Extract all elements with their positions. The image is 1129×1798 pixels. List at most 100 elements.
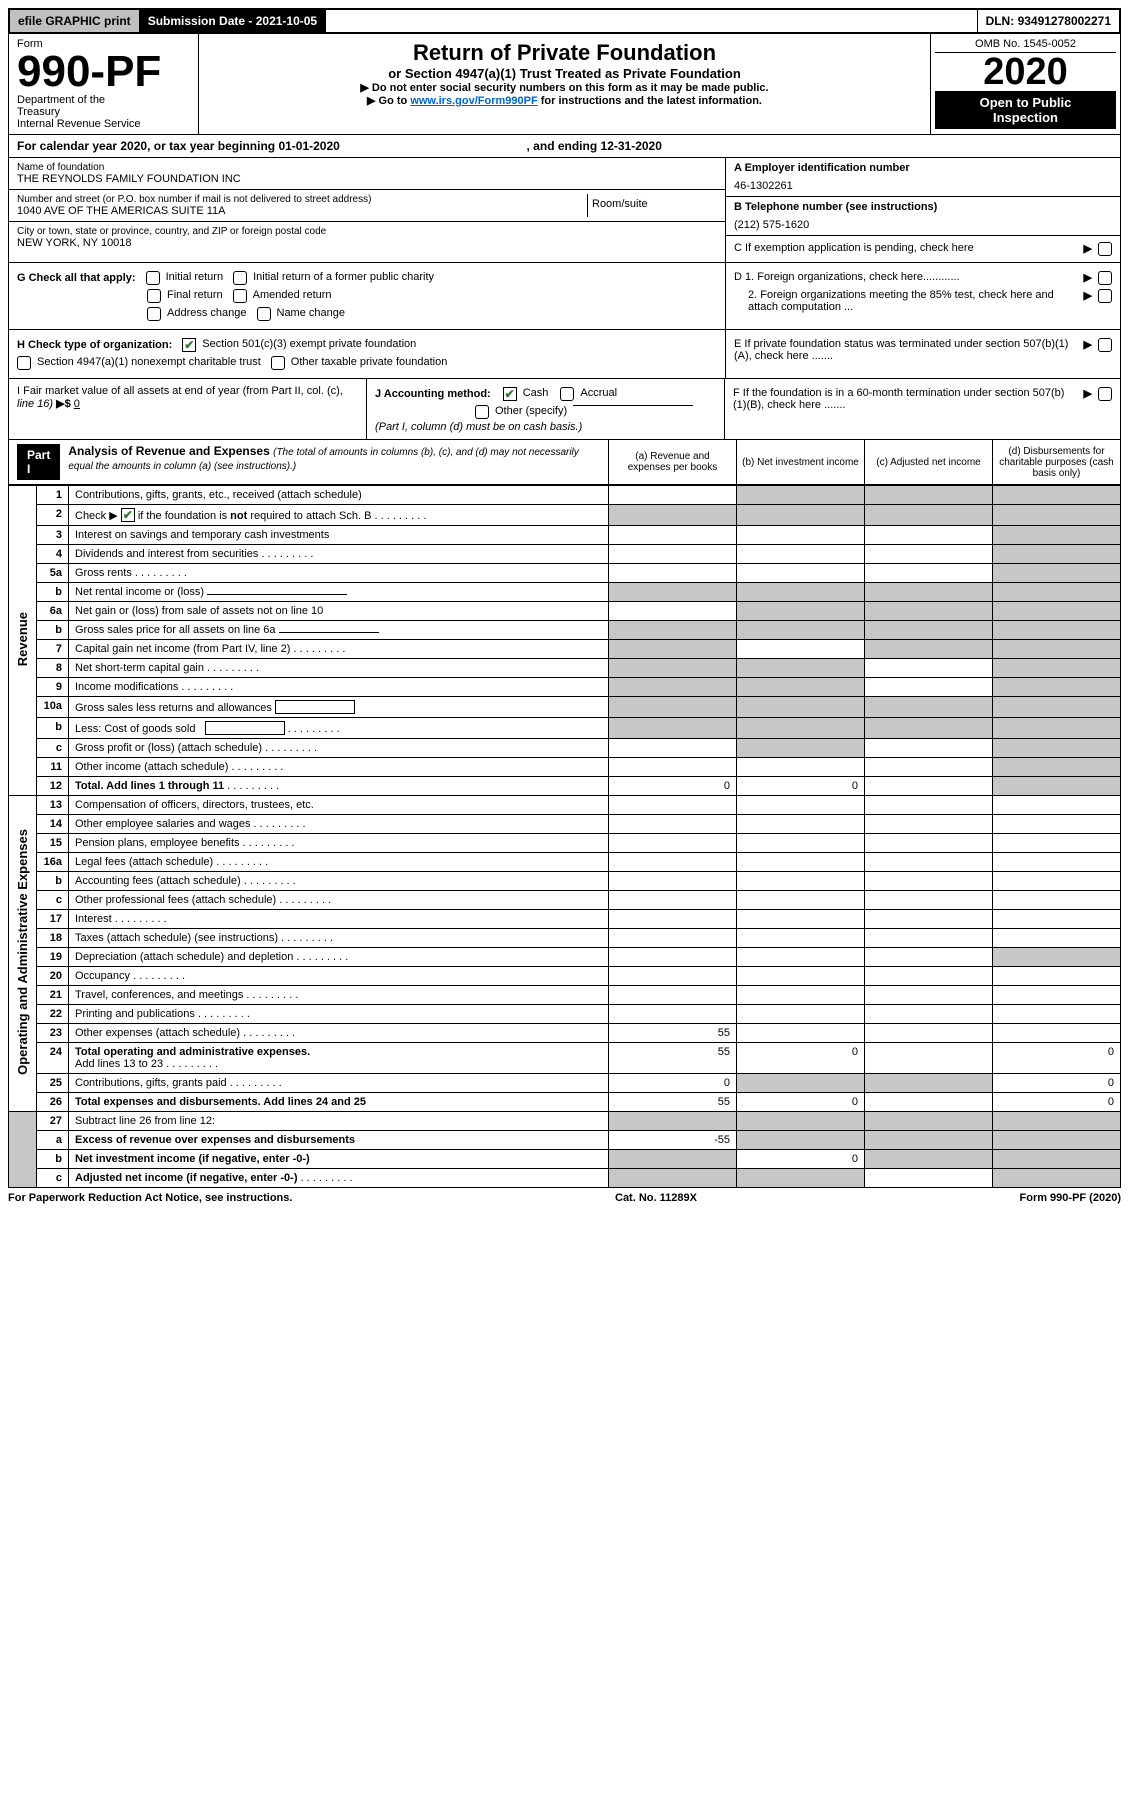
g-initial-chk[interactable] (146, 271, 160, 285)
g-name-chk[interactable] (257, 307, 271, 321)
line-2: Check ▶ if the foundation is not require… (69, 505, 609, 526)
v-27b: 0 (737, 1150, 865, 1169)
b-label: B Telephone number (see instructions) (734, 201, 937, 213)
header-left: Form 990-PF Department of the Treasury I… (9, 34, 199, 134)
part1-header-row: Part I Analysis of Revenue and Expenses … (8, 440, 1121, 485)
addr-box: Number and street (or P.O. box number if… (9, 190, 725, 222)
dept2: Treasury (17, 106, 190, 118)
h-other-chk[interactable] (271, 356, 285, 370)
col-a-head: (a) Revenue and expenses per books (608, 440, 736, 484)
g-final-chk[interactable] (147, 289, 161, 303)
d1-label: D 1. Foreign organizations, check here..… (734, 271, 960, 283)
g-initial-pub-chk[interactable] (233, 271, 247, 285)
d1-chk[interactable] (1098, 271, 1112, 285)
line-14: Other employee salaries and wages (69, 815, 609, 834)
i-section: I Fair market value of all assets at end… (9, 379, 367, 439)
line-10a: Gross sales less returns and allowances (69, 697, 609, 718)
g-addr-chk[interactable] (147, 307, 161, 321)
j-section: J Accounting method: Cash Accrual Other … (367, 379, 725, 439)
v-26d: 0 (993, 1093, 1121, 1112)
line-27c: Adjusted net income (if negative, enter … (69, 1169, 609, 1188)
line-22: Printing and publications (69, 1005, 609, 1024)
h-section: H Check type of organization: Section 50… (9, 330, 725, 378)
line-16b: Accounting fees (attach schedule) (69, 872, 609, 891)
calendar-year-row: For calendar year 2020, or tax year begi… (8, 135, 1121, 158)
v-25a: 0 (609, 1074, 737, 1093)
footer-right: Form 990-PF (2020) (1020, 1192, 1121, 1204)
line-20: Occupancy (69, 967, 609, 986)
line-4: Dividends and interest from securities (69, 545, 609, 564)
dln: DLN: 93491278002271 (978, 10, 1119, 32)
j-accrual-chk[interactable] (560, 387, 574, 401)
j-note: (Part I, column (d) must be on cash basi… (375, 421, 582, 433)
phone-box: B Telephone number (see instructions) (2… (726, 197, 1120, 236)
addr: 1040 AVE OF THE AMERICAS SUITE 11A (17, 205, 587, 217)
v-24d: 0 (993, 1043, 1121, 1074)
info-section: Name of foundation THE REYNOLDS FAMILY F… (8, 158, 1121, 263)
info-right: A Employer identification number 46-1302… (725, 158, 1120, 262)
col-b-head: (b) Net investment income (736, 440, 864, 484)
part1-label: Part I (17, 444, 60, 480)
line-27b: Net investment income (if negative, ente… (69, 1150, 609, 1169)
v-25d: 0 (993, 1074, 1121, 1093)
g-label: G Check all that apply: (17, 272, 136, 284)
j-cash-chk[interactable] (503, 387, 517, 401)
line-7: Capital gain net income (from Part IV, l… (69, 640, 609, 659)
line-26: Total expenses and disbursements. Add li… (69, 1093, 609, 1112)
line-8: Net short-term capital gain (69, 659, 609, 678)
h-section-row: H Check type of organization: Section 50… (8, 330, 1121, 379)
line-1: Contributions, gifts, grants, etc., rece… (69, 486, 609, 505)
g-amended-chk[interactable] (233, 289, 247, 303)
ein: 46-1302261 (734, 180, 1112, 192)
form-title: Return of Private Foundation (205, 40, 924, 66)
header-mid: Return of Private Foundation or Section … (199, 34, 930, 134)
spacer (326, 10, 977, 32)
line-3: Interest on savings and temporary cash i… (69, 526, 609, 545)
i-label: I Fair market value of all assets at end… (17, 385, 343, 397)
c-box: C If exemption application is pending, c… (726, 236, 1120, 262)
revenue-label: Revenue (9, 486, 37, 796)
line-18: Taxes (attach schedule) (see instruction… (69, 929, 609, 948)
part1-title-cell: Part I Analysis of Revenue and Expenses … (9, 440, 608, 484)
d2-chk[interactable] (1098, 289, 1112, 303)
line-17: Interest (69, 910, 609, 929)
efile-label[interactable]: efile GRAPHIC print (10, 10, 140, 32)
i-value: 0 (74, 398, 80, 410)
city: NEW YORK, NY 10018 (17, 237, 717, 249)
irs-link[interactable]: www.irs.gov/Form990PF (410, 95, 537, 107)
name-label: Name of foundation (17, 162, 717, 173)
line-15: Pension plans, employee benefits (69, 834, 609, 853)
h-4947-chk[interactable] (17, 356, 31, 370)
v-12b: 0 (737, 777, 865, 796)
v-26a: 55 (609, 1093, 737, 1112)
header-right: OMB No. 1545-0052 2020 Open to PublicIns… (930, 34, 1120, 134)
j-other-chk[interactable] (475, 405, 489, 419)
footer: For Paperwork Reduction Act Notice, see … (8, 1188, 1121, 1208)
line-5a: Gross rents (69, 564, 609, 583)
line-12: Total. Add lines 1 through 11 (69, 777, 609, 796)
f-section: F If the foundation is in a 60-month ter… (725, 379, 1120, 439)
h-501-chk[interactable] (182, 338, 196, 352)
f-chk[interactable] (1098, 387, 1112, 401)
v-23a: 55 (609, 1024, 737, 1043)
v-12a: 0 (609, 777, 737, 796)
schb-chk[interactable] (121, 508, 135, 522)
line-23: Other expenses (attach schedule) (69, 1024, 609, 1043)
e-chk[interactable] (1098, 338, 1112, 352)
line-6a: Net gain or (loss) from sale of assets n… (69, 602, 609, 621)
line-10b: Less: Cost of goods sold (69, 718, 609, 739)
a-label: A Employer identification number (734, 162, 910, 174)
v-27a: -55 (609, 1131, 737, 1150)
line-10c: Gross profit or (loss) (attach schedule) (69, 739, 609, 758)
line-11: Other income (attach schedule) (69, 758, 609, 777)
room-suite: Room/suite (587, 194, 717, 217)
v-24b: 0 (737, 1043, 865, 1074)
line-27: Subtract line 26 from line 12: (69, 1112, 609, 1131)
footer-left: For Paperwork Reduction Act Notice, see … (8, 1192, 292, 1204)
ij-section: I Fair market value of all assets at end… (8, 379, 1121, 440)
city-box: City or town, state or province, country… (9, 222, 725, 253)
c-checkbox[interactable] (1098, 242, 1112, 256)
ein-box: A Employer identification number 46-1302… (726, 158, 1120, 197)
line-19: Depreciation (attach schedule) and deple… (69, 948, 609, 967)
j-label: J Accounting method: (375, 388, 491, 400)
